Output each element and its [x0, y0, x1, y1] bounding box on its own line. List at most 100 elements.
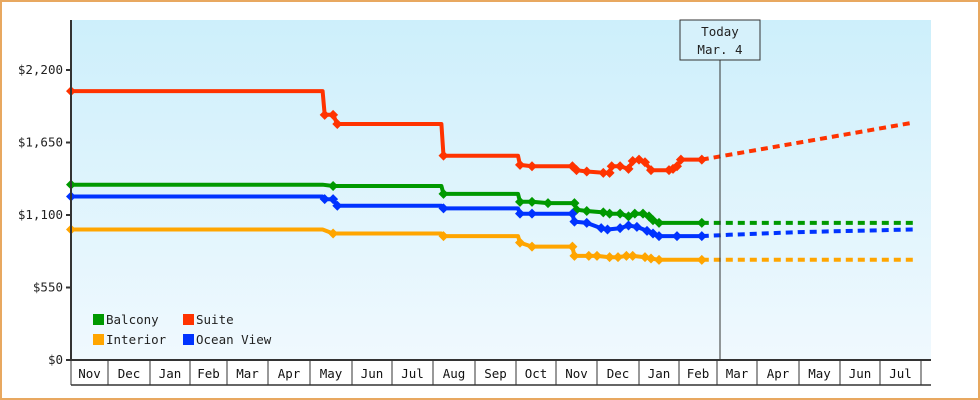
- data-point-marker[interactable]: [613, 252, 623, 263]
- data-point-marker[interactable]: [646, 165, 656, 176]
- legend-item-suite[interactable]: Suite: [183, 312, 234, 327]
- legend-swatch: [183, 314, 194, 325]
- data-point-marker[interactable]: [696, 154, 707, 165]
- data-point-marker[interactable]: [696, 231, 707, 242]
- data-point-marker[interactable]: [569, 216, 580, 227]
- data-point-marker[interactable]: [627, 250, 638, 261]
- x-tick-label: Sep: [484, 366, 507, 381]
- data-point-marker[interactable]: [640, 157, 650, 168]
- data-point-marker[interactable]: [515, 196, 525, 207]
- x-tick-label: Mar: [726, 366, 749, 381]
- data-point-marker[interactable]: [615, 223, 626, 234]
- data-point-marker[interactable]: [515, 237, 525, 248]
- data-point-marker[interactable]: [615, 161, 626, 172]
- data-point-marker[interactable]: [438, 150, 449, 161]
- series-layer: [66, 86, 914, 265]
- legend-label: Balcony: [106, 312, 159, 327]
- y-tick-label: $1,100: [18, 207, 63, 222]
- data-point-marker[interactable]: [654, 254, 664, 265]
- data-point-marker[interactable]: [438, 188, 449, 199]
- data-point-marker[interactable]: [332, 119, 343, 130]
- legend-swatch: [183, 334, 194, 345]
- series-suite: [66, 86, 914, 178]
- data-point-marker[interactable]: [615, 208, 626, 219]
- legend-item-ocean-view[interactable]: Ocean View: [183, 332, 272, 347]
- data-point-marker[interactable]: [696, 217, 707, 228]
- legend-item-interior[interactable]: Interior: [93, 332, 167, 347]
- data-point-marker[interactable]: [569, 250, 580, 261]
- data-point-marker[interactable]: [328, 109, 339, 120]
- data-point-marker[interactable]: [623, 163, 634, 174]
- data-point-marker[interactable]: [631, 221, 642, 232]
- x-tick-label: Nov: [78, 366, 101, 381]
- x-tick-label: Dec: [607, 366, 630, 381]
- data-point-marker[interactable]: [515, 208, 525, 219]
- x-tick-label: Jun: [361, 366, 384, 381]
- x-tick-label: May: [808, 366, 831, 381]
- data-point-marker[interactable]: [592, 250, 602, 261]
- data-point-marker[interactable]: [328, 181, 339, 191]
- legend-label: Interior: [106, 332, 167, 347]
- y-tick-label: $0: [48, 352, 63, 367]
- data-point-marker[interactable]: [581, 217, 592, 228]
- data-point-marker[interactable]: [621, 250, 632, 261]
- data-point-marker[interactable]: [543, 198, 553, 209]
- legend-label: Ocean View: [196, 332, 272, 347]
- x-tick-label: Nov: [565, 366, 588, 381]
- series-balcony: [66, 179, 913, 228]
- data-point-marker[interactable]: [567, 208, 578, 219]
- legend-swatch: [93, 334, 104, 345]
- data-point-marker[interactable]: [319, 109, 330, 120]
- data-point-marker[interactable]: [332, 200, 343, 211]
- x-tick-label: Apr: [278, 366, 301, 381]
- data-point-marker[interactable]: [581, 166, 592, 177]
- data-point-marker[interactable]: [654, 217, 664, 228]
- data-point-marker[interactable]: [672, 231, 682, 242]
- data-point-marker[interactable]: [571, 165, 582, 176]
- data-point-marker[interactable]: [438, 231, 449, 242]
- x-tick-label: Jun: [849, 366, 872, 381]
- data-point-marker[interactable]: [319, 194, 330, 205]
- projection-line: [701, 227, 913, 239]
- data-point-marker[interactable]: [438, 203, 449, 214]
- today-label-box: [679, 19, 761, 61]
- axis-layer: $0 $550 $1,100 $1,650 $2,200 Nov Dec Jan Feb Mar A…: [18, 20, 931, 386]
- data-point-marker[interactable]: [581, 206, 592, 217]
- data-point-marker[interactable]: [527, 208, 537, 219]
- legend-label: Suite: [196, 312, 234, 327]
- data-point-marker[interactable]: [527, 196, 537, 207]
- data-point-marker[interactable]: [328, 228, 339, 239]
- x-tick-label: Jan: [159, 366, 182, 381]
- x-tick-label: May: [320, 366, 343, 381]
- data-point-marker[interactable]: [567, 241, 578, 252]
- data-point-marker[interactable]: [527, 161, 537, 172]
- series-ocean-view: [66, 191, 913, 242]
- x-tick-label: Jul: [401, 366, 424, 381]
- data-point-marker[interactable]: [646, 253, 656, 264]
- x-tick-label: Oct: [525, 366, 548, 381]
- legend: Balcony Suite Interior Ocean View: [93, 312, 272, 347]
- data-point-marker[interactable]: [527, 241, 537, 252]
- x-tick-label: Jan: [648, 366, 671, 381]
- legend-swatch: [93, 314, 104, 325]
- data-point-marker[interactable]: [602, 224, 613, 235]
- legend-item-balcony[interactable]: Balcony: [93, 312, 159, 327]
- data-point-marker[interactable]: [583, 250, 594, 261]
- data-point-marker[interactable]: [696, 254, 707, 265]
- data-point-marker[interactable]: [623, 220, 634, 231]
- data-point-marker[interactable]: [598, 167, 609, 178]
- y-tick-label: $1,650: [18, 135, 63, 150]
- data-point-marker[interactable]: [328, 194, 339, 205]
- data-point-marker[interactable]: [654, 231, 664, 242]
- data-point-marker[interactable]: [604, 252, 615, 263]
- today-date: Mar. 4: [697, 42, 742, 57]
- data-point-marker[interactable]: [672, 161, 682, 172]
- data-point-marker[interactable]: [675, 154, 686, 165]
- data-point-marker[interactable]: [606, 161, 617, 172]
- data-point-marker[interactable]: [604, 208, 615, 219]
- data-point-marker[interactable]: [629, 208, 640, 219]
- data-point-marker[interactable]: [515, 159, 525, 170]
- x-tick-label: Mar: [236, 366, 259, 381]
- x-tick-label: Jul: [889, 366, 912, 381]
